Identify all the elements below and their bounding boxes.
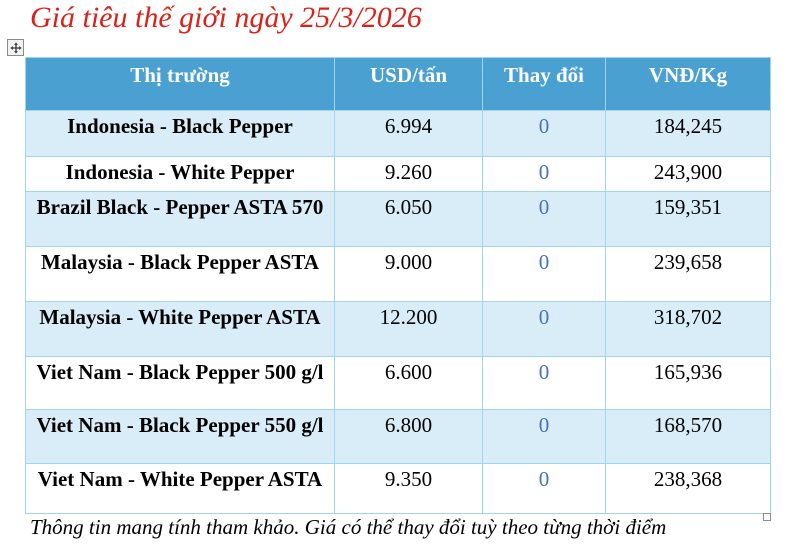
table-row: Viet Nam - Black Pepper 550 g/l 6.800 0 … bbox=[25, 409, 771, 464]
table-row: Indonesia - Black Pepper 6.994 0 184,245 bbox=[25, 110, 771, 157]
table-row: Malaysia - White Pepper ASTA 12.200 0 31… bbox=[25, 301, 771, 357]
move-icon bbox=[9, 41, 22, 54]
header-usd-per-ton: USD/tấn bbox=[334, 57, 483, 111]
table-resize-handle[interactable] bbox=[763, 513, 771, 521]
change-cell: 0 bbox=[482, 356, 606, 410]
market-cell: Viet Nam - Black Pepper 500 g/l bbox=[25, 356, 335, 410]
vnd-cell: 168,570 bbox=[605, 409, 771, 464]
usd-cell: 12.200 bbox=[334, 301, 483, 357]
usd-cell: 9.350 bbox=[334, 463, 483, 514]
table-row: Indonesia - White Pepper 9.260 0 243,900 bbox=[25, 156, 771, 192]
market-cell: Indonesia - White Pepper bbox=[25, 156, 335, 192]
vnd-cell: 159,351 bbox=[605, 191, 771, 247]
vnd-cell: 243,900 bbox=[605, 156, 771, 192]
header-row: Thị trường USD/tấn Thay đổi VNĐ/Kg bbox=[25, 57, 771, 111]
market-cell: Viet Nam - White Pepper ASTA bbox=[25, 463, 335, 514]
usd-cell: 6.050 bbox=[334, 191, 483, 247]
change-cell: 0 bbox=[482, 409, 606, 464]
usd-cell: 9.000 bbox=[334, 246, 483, 302]
table-row: Viet Nam - Black Pepper 500 g/l 6.600 0 … bbox=[25, 356, 771, 410]
page-title: Giá tiêu thế giới ngày 25/3/2026 bbox=[30, 1, 422, 34]
table-row: Viet Nam - White Pepper ASTA 9.350 0 238… bbox=[25, 463, 771, 514]
market-cell: Malaysia - Black Pepper ASTA bbox=[25, 246, 335, 302]
table-row: Brazil Black - Pepper ASTA 570 6.050 0 1… bbox=[25, 191, 771, 247]
market-cell: Viet Nam - Black Pepper 550 g/l bbox=[25, 409, 335, 464]
change-cell: 0 bbox=[482, 156, 606, 192]
pepper-price-table: Thị trường USD/tấn Thay đổi VNĐ/Kg Indon… bbox=[25, 57, 771, 514]
usd-cell: 6.800 bbox=[334, 409, 483, 464]
vnd-cell: 239,658 bbox=[605, 246, 771, 302]
change-cell: 0 bbox=[482, 246, 606, 302]
table-move-handle[interactable] bbox=[7, 39, 24, 56]
market-cell: Brazil Black - Pepper ASTA 570 bbox=[25, 191, 335, 247]
disclaimer-note: Thông tin mang tính tham khảo. Giá có th… bbox=[30, 515, 667, 539]
vnd-cell: 165,936 bbox=[605, 356, 771, 410]
vnd-cell: 184,245 bbox=[605, 110, 771, 157]
change-cell: 0 bbox=[482, 110, 606, 157]
header-market: Thị trường bbox=[25, 57, 335, 111]
vnd-cell: 318,702 bbox=[605, 301, 771, 357]
usd-cell: 9.260 bbox=[334, 156, 483, 192]
change-cell: 0 bbox=[482, 191, 606, 247]
header-vnd-per-kg: VNĐ/Kg bbox=[605, 57, 771, 111]
change-cell: 0 bbox=[482, 463, 606, 514]
table-row: Malaysia - Black Pepper ASTA 9.000 0 239… bbox=[25, 246, 771, 302]
market-cell: Malaysia - White Pepper ASTA bbox=[25, 301, 335, 357]
header-change: Thay đổi bbox=[482, 57, 606, 111]
usd-cell: 6.994 bbox=[334, 110, 483, 157]
usd-cell: 6.600 bbox=[334, 356, 483, 410]
change-cell: 0 bbox=[482, 301, 606, 357]
market-cell: Indonesia - Black Pepper bbox=[25, 110, 335, 157]
vnd-cell: 238,368 bbox=[605, 463, 771, 514]
